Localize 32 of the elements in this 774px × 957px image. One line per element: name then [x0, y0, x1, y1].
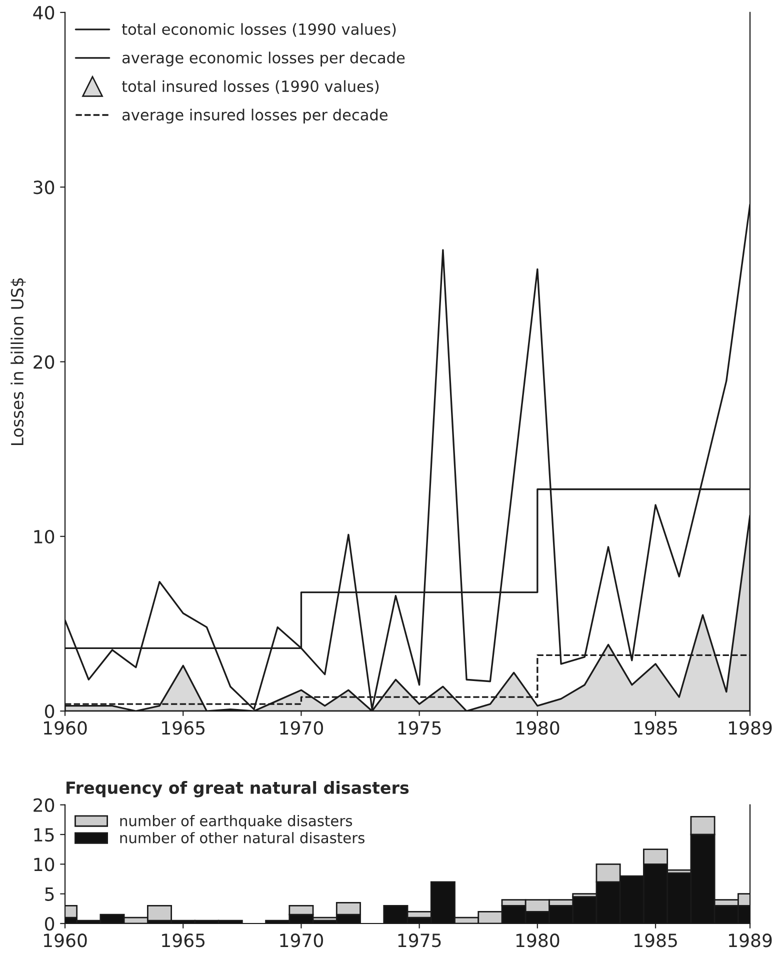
legend-label: number of other natural disasters — [120, 832, 364, 844]
x-tick-label: 1980 — [516, 934, 560, 948]
legend-label: average insured losses per decade — [122, 108, 388, 124]
y-tick-label: 20 — [34, 355, 54, 369]
y-tick-label: 15 — [34, 828, 54, 842]
y-tick-label: 10 — [34, 858, 54, 872]
legend-label: average economic losses per decade — [122, 52, 405, 66]
x-tick-label: 1960 — [44, 934, 87, 948]
x-tick-label: 1985 — [634, 934, 677, 948]
x-tick-label: 1960 — [44, 721, 87, 735]
x-tick-label: 1965 — [162, 721, 205, 735]
y-tick-label: 0 — [44, 704, 54, 718]
x-tick-label: 1975 — [398, 934, 441, 948]
chart-title: Frequency of great natural disasters — [66, 781, 409, 798]
x-tick-label: 1970 — [280, 934, 323, 948]
x-tick-label: 1985 — [634, 721, 677, 735]
y-tick-label: 5 — [45, 888, 54, 901]
legend-label: total economic losses (1990 values) — [122, 23, 396, 37]
x-tick-label: 1965 — [162, 934, 205, 948]
x-tick-label: 1970 — [280, 721, 323, 735]
x-tick-label: 1989 — [729, 721, 772, 735]
y-tick-label: 30 — [34, 180, 54, 194]
legend-label: total insured losses (1990 values) — [122, 80, 379, 94]
y-tick-label: 0 — [44, 916, 54, 931]
y-tick-label: 10 — [34, 530, 54, 544]
y-tick-label: 40 — [33, 6, 54, 20]
y-tick-label: 20 — [34, 798, 54, 812]
legend-label: number of earthquake disasters — [120, 815, 352, 830]
x-tick-label: 1975 — [398, 721, 441, 735]
y-axis-title: Losses in billion US$ — [10, 278, 26, 446]
x-tick-label: 1989 — [729, 934, 772, 948]
x-tick-label: 1980 — [516, 721, 560, 735]
